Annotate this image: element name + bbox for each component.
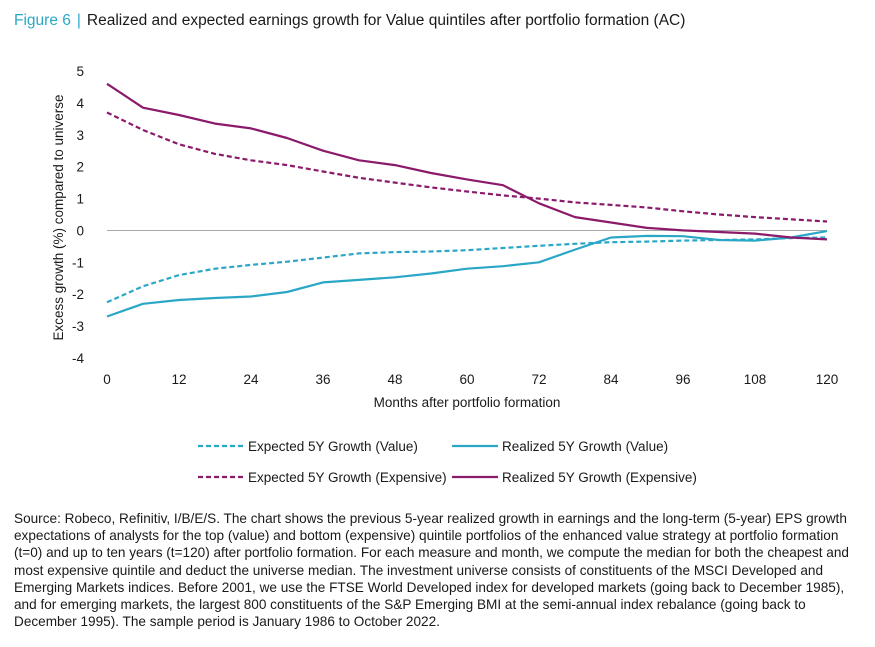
series-line-realized-5y-growth-expensive	[106, 82, 828, 241]
y-tick-label: -1	[72, 255, 84, 270]
x-tick-label: 36	[315, 372, 330, 387]
x-tick-label: 60	[459, 372, 474, 387]
series-line-expected-5y-growth-value	[106, 236, 828, 304]
y-tick-label: -2	[72, 287, 84, 302]
x-tick-label: 120	[816, 372, 839, 387]
y-tick-label: 1	[76, 192, 84, 207]
y-tick-label: 5	[76, 64, 84, 79]
y-tick-label: -4	[72, 351, 84, 366]
y-tick-label: 3	[76, 128, 84, 143]
x-tick-label: 24	[243, 372, 259, 387]
y-tick-label: 0	[76, 223, 84, 238]
legend-label-realized-5y-growth-expensive: Realized 5Y Growth (Expensive)	[502, 470, 697, 485]
series-line-realized-5y-growth-value	[106, 230, 828, 318]
legend-label-realized-5y-growth-value: Realized 5Y Growth (Value)	[502, 439, 668, 454]
y-tick-label: 4	[76, 96, 84, 111]
y-axis-title: Excess growth (%) compared to universe	[51, 94, 66, 340]
series-lines	[106, 82, 828, 318]
x-tick-label: 84	[603, 372, 619, 387]
x-tick-label: 48	[387, 372, 402, 387]
line-chart: 5 4 3 2 1 0 -1 -2 -3 -4 0 12 24 36 48 60 72 84 96 108 120 M…	[51, 64, 838, 485]
x-tick-label: 96	[675, 372, 690, 387]
figure-header: Figure 6 | Realized and expected earnings …	[14, 12, 685, 30]
y-tick-label: -3	[72, 319, 84, 334]
x-tick-label: 108	[744, 372, 767, 387]
x-tick-label: 72	[531, 372, 546, 387]
source-note: Source: Robeco, Refinitiv, I/B/E/S. The …	[14, 511, 849, 630]
x-axis-title: Months after portfolio formation	[374, 395, 561, 410]
x-axis-ticks: 0 12 24 36 48 60 72 84 96 108 120	[103, 372, 838, 387]
y-axis-ticks: 5 4 3 2 1 0 -1 -2 -3 -4	[72, 64, 85, 366]
legend: Expected 5Y Growth (Value) Realized 5Y Gr…	[198, 439, 697, 485]
legend-label-expected-5y-growth-value: Expected 5Y Growth (Value)	[248, 439, 418, 454]
series-line-expected-5y-growth-expensive	[106, 111, 828, 223]
legend-label-expected-5y-growth-expensive: Expected 5Y Growth (Expensive)	[248, 470, 447, 485]
figure-separator: |	[76, 12, 81, 29]
x-tick-label: 0	[103, 372, 111, 387]
figure-title: Realized and expected earnings growth fo…	[86, 12, 686, 29]
x-tick-label: 12	[171, 372, 186, 387]
y-tick-label: 2	[76, 160, 84, 175]
figure-label: Figure 6	[14, 12, 71, 29]
